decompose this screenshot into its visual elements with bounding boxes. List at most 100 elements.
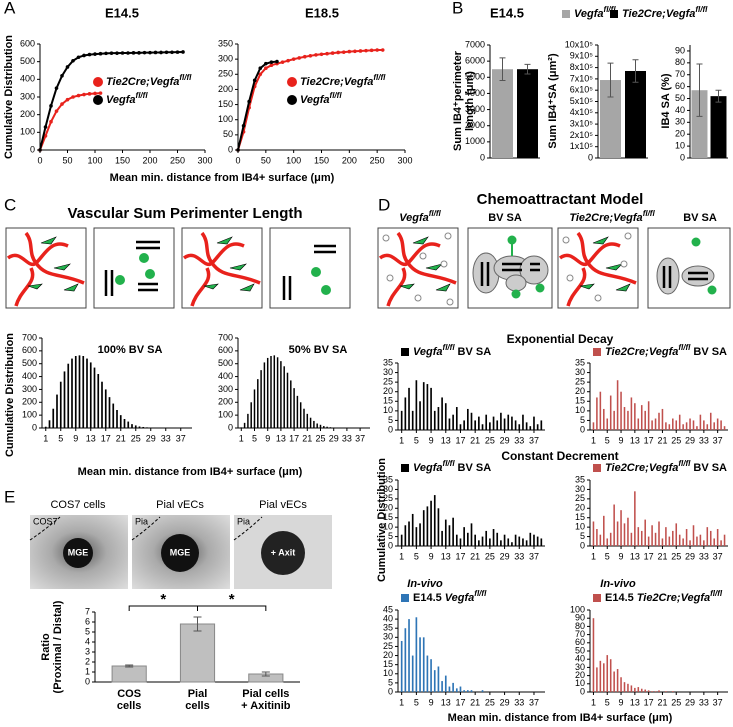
y-tick-label: 15 xyxy=(383,659,393,669)
bar xyxy=(620,510,622,546)
bar xyxy=(441,681,443,692)
bar xyxy=(270,356,272,428)
y-tick-label: 4 xyxy=(85,636,90,646)
x-tick-label: 1 xyxy=(399,697,404,707)
bar xyxy=(319,424,322,428)
point xyxy=(375,48,379,52)
y-tick-label: 300 xyxy=(218,54,233,64)
point xyxy=(131,51,136,55)
image-label: Pia xyxy=(135,516,148,526)
bar xyxy=(503,418,506,430)
superscript: fl/fl xyxy=(443,343,456,352)
bar xyxy=(682,424,684,430)
y-tick-label: 80 xyxy=(675,57,685,67)
bar xyxy=(613,504,615,546)
x-tick-label: 200 xyxy=(142,155,157,165)
x-tick-label: 25 xyxy=(485,551,495,561)
y-tick-label: 5 xyxy=(85,626,90,636)
bar xyxy=(647,690,650,692)
bar xyxy=(640,405,643,430)
x-tick-label: 13 xyxy=(441,435,451,445)
point xyxy=(104,51,108,56)
x-tick-label: 9 xyxy=(619,697,624,707)
y-tick-label: 25 xyxy=(383,377,393,387)
x-tick-label: 9 xyxy=(619,435,624,445)
point xyxy=(170,50,174,55)
bar xyxy=(672,691,674,692)
boundary xyxy=(29,516,263,541)
legend-marker xyxy=(93,77,103,87)
bar xyxy=(658,690,660,692)
bar xyxy=(682,538,684,546)
bar xyxy=(592,618,595,692)
bar xyxy=(67,363,70,428)
y-tick-label: 0 xyxy=(32,422,37,432)
x-axis-label: Mean min. distance from IB4+ surface (μm… xyxy=(110,172,335,184)
x-tick-label: 29 xyxy=(500,551,510,561)
y-tick-label: 60 xyxy=(675,81,685,91)
point xyxy=(159,50,163,55)
label-part: BV SA xyxy=(693,346,727,358)
error-bar xyxy=(524,63,531,75)
x-tick-label: 13 xyxy=(276,433,286,443)
diagram-header: BV SA xyxy=(488,212,522,224)
y-tick-label: 1000 xyxy=(465,136,485,146)
y-tick-label: 5x10⁵ xyxy=(570,96,594,106)
x-tick-label: 29 xyxy=(685,435,695,445)
point xyxy=(347,49,352,54)
bar xyxy=(59,381,62,428)
bar xyxy=(507,538,510,546)
x-tick-label: Pial cells + Axitinib xyxy=(241,688,291,712)
point xyxy=(236,148,240,152)
bar xyxy=(533,416,535,430)
x-tick-label: 25 xyxy=(131,433,141,443)
y-tick-label: 70 xyxy=(675,69,685,79)
legend-label: Tie2Cre;Vegfafl/fl xyxy=(622,5,708,20)
bar xyxy=(280,361,282,428)
y-tick-label: 90 xyxy=(575,613,585,623)
bar xyxy=(665,691,667,692)
bar xyxy=(647,536,650,546)
bar xyxy=(263,362,266,428)
bar xyxy=(623,682,626,692)
label-part: BV SA xyxy=(458,462,492,474)
y-tick-label: 35 xyxy=(575,474,585,484)
y-tick-label: 25 xyxy=(383,493,393,503)
y-axis-label: Cumulative Distribution xyxy=(4,333,16,457)
superscript: fl/fl xyxy=(330,91,343,100)
x-tick-label: 33 xyxy=(514,697,524,707)
point xyxy=(60,74,64,78)
y-tick-label: 600 xyxy=(20,38,35,48)
y-tick-label: 20 xyxy=(383,650,393,660)
y-tick-label: 20 xyxy=(383,386,393,396)
point xyxy=(303,54,307,59)
bar xyxy=(419,637,421,692)
label-part: Vegfa xyxy=(300,94,330,106)
legend-marker xyxy=(401,348,409,356)
y-axis-label: Sum IB4⁺SA (μm²) xyxy=(547,53,559,149)
y-tick-label: 30 xyxy=(383,632,393,642)
bar xyxy=(720,420,722,430)
bar xyxy=(651,420,653,430)
bar xyxy=(533,534,535,546)
bar xyxy=(430,387,432,430)
point xyxy=(93,52,97,56)
x-tick-label-line: COS xyxy=(117,688,141,700)
point xyxy=(264,61,268,66)
point xyxy=(87,52,92,57)
y-tick-label: 100 xyxy=(570,604,585,614)
bar xyxy=(408,619,410,692)
x-tick-label: 13 xyxy=(630,435,640,445)
x-tick-label: 250 xyxy=(370,155,385,165)
y-tick-label: 40 xyxy=(675,105,685,115)
y-axis-label: IB4 SA (%) xyxy=(660,73,672,129)
y-tick-label: 300 xyxy=(20,91,35,101)
y-tick-label: 300 xyxy=(22,384,37,394)
y-tick-label: 9x10⁵ xyxy=(570,51,594,61)
y-tick-label: 15 xyxy=(383,512,393,522)
bar xyxy=(536,424,539,430)
bar xyxy=(131,424,133,428)
legend-label: Tie2Cre;Vegfafl/fl xyxy=(300,73,386,88)
bar xyxy=(613,671,615,692)
bar xyxy=(71,358,73,428)
